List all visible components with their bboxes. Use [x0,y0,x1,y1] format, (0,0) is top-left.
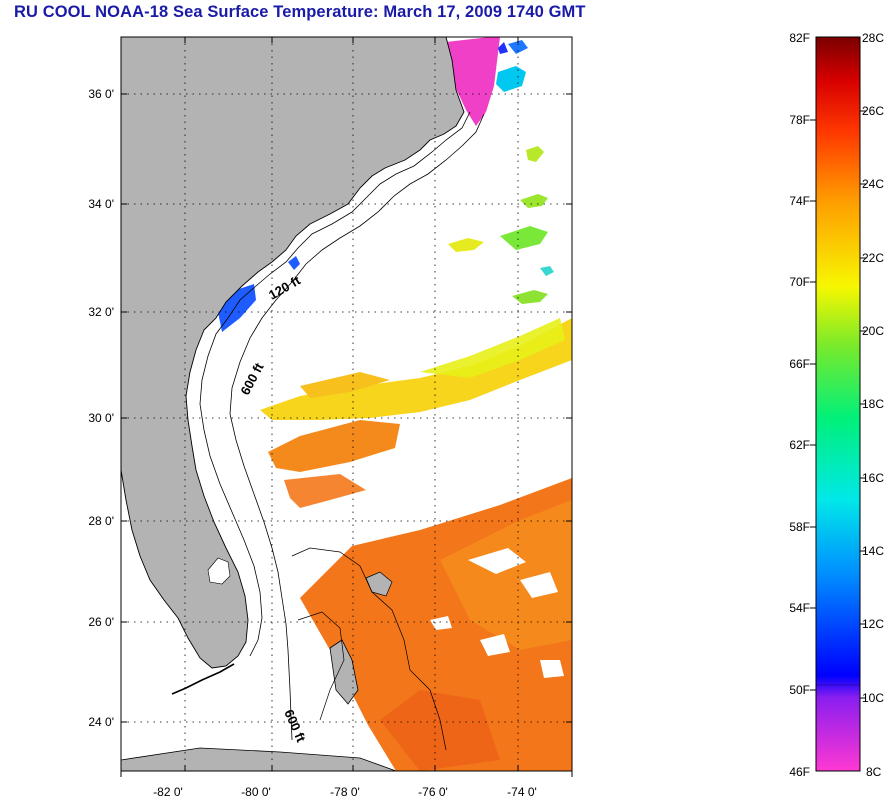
sst-cape-hatteras-patches [446,37,528,126]
lon-label-80: -80 0' [241,785,271,799]
sst-florida-strait-patch [268,420,400,508]
cb-c-28: 28C [862,31,884,45]
florida-keys [171,663,235,695]
cb-c-26: 26C [862,104,884,118]
cb-f-66: 66F [789,357,810,371]
lat-label-26: 26 0' [88,615,114,629]
isobath-120ft [199,111,471,657]
cb-f-46: 46F [789,765,810,779]
cb-f-50: 50F [789,683,810,697]
sst-gulfstream-patch [260,318,572,420]
isobath-600ft [229,113,485,741]
lat-label-36: 36 0' [88,87,114,101]
lon-label-82: -82 0' [153,785,183,799]
cb-c-20: 20C [862,324,884,338]
lat-label-24: 24 0' [88,715,114,729]
lon-label-78: -78 0' [330,785,360,799]
cb-c-14: 14C [862,544,884,558]
colorbar-gradient [815,36,861,772]
map-border [120,36,573,777]
map-title: RU COOL NOAA-18 Sea Surface Temperature:… [14,3,586,21]
cb-f-62: 62F [789,438,810,452]
cb-f-58: 58F [789,520,810,534]
colorbar: 82F 78F 74F 70F 66F 62F 58F 54F 50F 46F … [789,31,884,779]
cb-c-12: 12C [862,617,884,631]
cb-f-54: 54F [789,601,810,615]
sst-offshore-patches [448,146,554,304]
colorbar-fahrenheit-labels: 82F 78F 74F 70F 66F 62F 58F 54F 50F 46F [789,31,810,779]
lat-label-34: 34 0' [88,197,114,211]
lat-label-30: 30 0' [88,411,114,425]
cb-f-70: 70F [789,275,810,289]
sst-coastal-cold-patches [218,256,300,332]
cb-f-82: 82F [789,31,810,45]
colorbar-celsius-labels: 28C 26C 24C 22C 20C 18C 16C 14C 12C 10C … [862,31,884,779]
land-bahamas-andros [329,639,359,705]
lon-label-74: -74 0' [507,785,537,799]
sst-bahamas-patch [300,478,572,771]
cb-c-8: 8C [866,765,882,779]
cb-c-16: 16C [862,471,884,485]
cb-c-22: 22C [862,251,884,265]
land-us-southeast [121,37,465,669]
cb-c-24: 24C [862,177,884,191]
longitude-labels: -82 0' -80 0' -78 0' -76 0' -74 0' [153,785,537,799]
isobath-bahamas [291,547,447,751]
lat-label-28: 28 0' [88,514,114,528]
cb-f-78: 78F [789,113,810,127]
lon-label-76: -76 0' [418,785,448,799]
lat-label-32: 32 0' [88,305,114,319]
lake-okeechobee [207,557,231,585]
cb-f-74: 74F [789,194,810,208]
cb-c-10: 10C [862,691,884,705]
cb-c-18: 18C [862,397,884,411]
latitude-labels: 36 0' 34 0' 32 0' 30 0' 28 0' 26 0' 24 0… [88,87,114,729]
land-cuba [121,747,397,771]
